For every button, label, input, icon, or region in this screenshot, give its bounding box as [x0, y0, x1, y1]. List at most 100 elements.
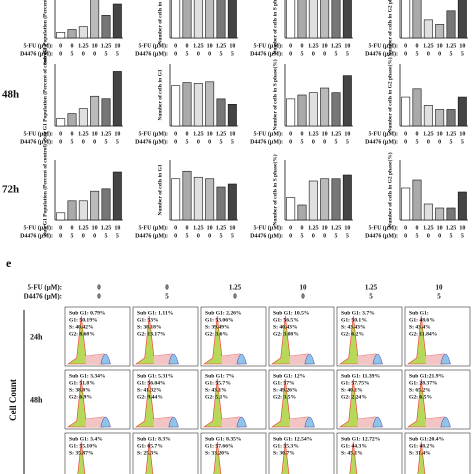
- x-tick-label: 0: [186, 225, 189, 231]
- g2-peak: [236, 416, 247, 428]
- g1-peak: [349, 441, 358, 474]
- x-tick-label: 1.25: [423, 43, 434, 49]
- x-tick-label: 1.25: [308, 131, 319, 137]
- x-tick-label: 5: [105, 233, 108, 239]
- bar: [320, 0, 330, 39]
- bar: [423, 203, 433, 221]
- cell-stat: G2: 6.5%: [409, 394, 432, 400]
- x-tick-label: 0: [174, 139, 177, 145]
- x-tick-label: 10: [207, 225, 213, 231]
- x-tick-label: 0: [82, 51, 85, 57]
- column-label: 5: [437, 293, 441, 301]
- x-tick-label: 10: [207, 43, 213, 49]
- histogram-panel: [64, 432, 131, 474]
- x-tick-label: 0: [289, 225, 292, 231]
- x-tick-label: 0: [289, 233, 292, 239]
- x-tick-label: 5: [335, 139, 338, 145]
- x-tick-label: 5: [220, 139, 223, 145]
- cell-stat: G1: 28.37%: [409, 380, 438, 386]
- x-tick-label: 5: [301, 233, 304, 239]
- x-tick-label: 10: [344, 131, 350, 137]
- row-label: 72h: [2, 184, 19, 196]
- bar: [412, 88, 422, 127]
- bar: [193, 176, 203, 221]
- cell-stat: S: 65.2%: [409, 387, 431, 393]
- cell-stat: S: 43.1%: [205, 387, 227, 393]
- g2-peak: [372, 353, 383, 365]
- x-tick-label: 1.25: [78, 43, 89, 49]
- bar: [101, 15, 111, 39]
- s-region: [289, 354, 308, 364]
- bar: [56, 212, 66, 221]
- bar: [101, 188, 111, 221]
- x-tick-label: 1.25: [216, 225, 227, 231]
- cell-stat: G1: 48.2%: [409, 443, 435, 449]
- x-tick-label: 0: [197, 51, 200, 57]
- x-row-label: D4476 (μM):: [24, 293, 62, 301]
- x-tick-label: 1.25: [193, 43, 204, 49]
- cell-stat: Sub G1: 8.3%: [137, 436, 171, 442]
- x-tick-label: 0: [197, 139, 200, 145]
- cell-stat: S: 43.4%: [409, 324, 431, 330]
- x-tick-label: 10: [322, 131, 328, 137]
- x-tick-label: 5: [231, 139, 234, 145]
- x-tick-label: 0: [71, 225, 74, 231]
- x-tick-label: 0: [312, 139, 315, 145]
- s-region: [289, 417, 308, 427]
- cell-stat: S: 31.4%: [409, 450, 431, 456]
- x-tick-label: 1.25: [446, 225, 457, 231]
- cell-stat: G1: 56.5%: [273, 317, 299, 323]
- bar: [286, 0, 296, 39]
- x-tick-label: 0: [416, 131, 419, 137]
- y-axis-label: Number of cells in G2 phase(%): [386, 152, 393, 227]
- bar: [342, 0, 352, 39]
- column-label: 10: [436, 284, 444, 292]
- bar: [308, 92, 318, 127]
- column-label: 0: [233, 293, 237, 301]
- x-tick-label: 1.25: [446, 131, 457, 137]
- bar: [342, 174, 352, 221]
- x-tick-label: 5: [71, 139, 74, 145]
- g2-peak: [168, 353, 179, 365]
- cell-stat: G2: 3.08%: [273, 331, 299, 337]
- bar: [171, 0, 181, 39]
- x-tick-label: 1.25: [78, 225, 89, 231]
- x-row-label: 5-FU (μM):: [253, 130, 283, 137]
- cell-stat: G1: 50.1%: [341, 317, 367, 323]
- x-tick-label: 1.25: [101, 225, 112, 231]
- x-row-label: D4476 (μM):: [250, 232, 283, 239]
- x-tick-label: 0: [301, 131, 304, 137]
- x-tick-label: 10: [229, 131, 235, 137]
- x-tick-label: 5: [116, 233, 119, 239]
- bar: [205, 0, 215, 39]
- cell-stat: Sub G1:21.9%: [409, 373, 445, 379]
- x-tick-label: 5: [116, 51, 119, 57]
- g2-peak: [440, 353, 451, 365]
- x-row-label: D4476 (μM):: [250, 50, 283, 57]
- row-label: 48h: [2, 89, 19, 101]
- x-tick-label: 0: [289, 139, 292, 145]
- x-tick-label: 0: [404, 131, 407, 137]
- x-tick-label: 5: [346, 51, 349, 57]
- x-tick-label: 0: [174, 233, 177, 239]
- x-tick-label: 10: [114, 225, 120, 231]
- column-label: 5: [369, 293, 373, 301]
- bar: [457, 0, 467, 39]
- bar: [67, 29, 77, 39]
- x-tick-label: 5: [450, 51, 453, 57]
- cell-stat: Sub G1: 10.5%: [273, 310, 310, 316]
- bar: [78, 108, 88, 127]
- x-row-label: 5-FU (μM):: [368, 130, 398, 137]
- s-region: [357, 354, 376, 364]
- y-axis-label: Number of cells in G1: [157, 69, 163, 120]
- cell-stat: G2: 13.17%: [137, 331, 166, 337]
- x-row-label: D4476 (μM):: [365, 232, 398, 239]
- row-label: 48h: [30, 395, 43, 404]
- x-tick-label: 1.25: [308, 225, 319, 231]
- x-row-label: D4476 (μM):: [250, 138, 283, 145]
- bar: [331, 0, 341, 39]
- x-tick-label: 1.25: [101, 131, 112, 137]
- x-tick-label: 1.25: [331, 225, 342, 231]
- x-tick-label: 0: [438, 233, 441, 239]
- cell-stat: G1: 44.3%: [341, 443, 367, 449]
